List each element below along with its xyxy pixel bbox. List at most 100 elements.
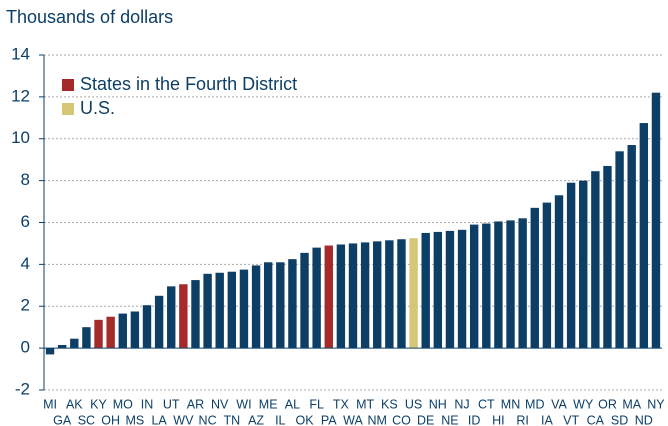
x-tick-label: OR (598, 397, 617, 411)
bar (457, 229, 467, 349)
bar (276, 262, 285, 349)
bar (263, 262, 273, 349)
bar (482, 223, 491, 349)
x-tick-label: OK (295, 413, 314, 426)
bar (506, 220, 515, 349)
bar (360, 242, 370, 349)
x-tick-label: MS (126, 413, 145, 426)
x-tick-label: IN (141, 397, 154, 411)
bar (542, 202, 552, 349)
x-tick-label: OH (101, 413, 120, 426)
x-tick-label: KY (90, 397, 107, 411)
x-tick-label: TX (333, 397, 350, 411)
bar (191, 280, 200, 349)
x-tick-label: IL (275, 413, 285, 426)
x-tick-label: SD (611, 413, 628, 426)
bar (70, 338, 79, 349)
bar (118, 313, 127, 349)
x-tick-label: MN (501, 397, 520, 411)
bar (469, 224, 479, 349)
bar (130, 311, 140, 349)
legend-label: States in the Fourth District (80, 74, 297, 94)
x-tick-label: WA (343, 413, 363, 426)
x-tick-label: WI (236, 397, 251, 411)
y-tick-label: 6 (21, 212, 30, 231)
x-tick-label: NV (211, 397, 229, 411)
x-tick-label: NM (368, 413, 387, 426)
y-tick-label: -2 (15, 379, 30, 398)
x-tick-label: US (405, 397, 422, 411)
x-tick-label: PA (321, 413, 337, 426)
x-tick-label: HI (492, 413, 505, 426)
bar (239, 269, 249, 349)
bar (288, 259, 297, 349)
bar (554, 195, 564, 349)
bar (179, 284, 188, 349)
bar (409, 238, 418, 349)
legend-swatch (62, 79, 74, 91)
x-tick-label: IA (541, 413, 553, 426)
y-tick-label: 14 (11, 44, 30, 63)
x-tick-label: AZ (248, 413, 264, 426)
x-tick-label: MO (113, 397, 133, 411)
bar (445, 230, 455, 349)
y-tick-label: 2 (21, 296, 30, 315)
bar (639, 123, 649, 349)
bar (324, 245, 333, 349)
bar (385, 240, 394, 349)
bar (167, 286, 176, 349)
y-tick-label: 4 (21, 254, 30, 273)
x-tick-label: AL (285, 397, 300, 411)
x-tick-label: MI (43, 397, 57, 411)
bar (591, 171, 600, 349)
bar (94, 319, 103, 349)
x-tick-label: NH (429, 397, 447, 411)
x-tick-label: KS (381, 397, 398, 411)
x-tick-label: TN (223, 413, 240, 426)
x-tick-label: ME (259, 397, 278, 411)
x-tick-label: NE (441, 413, 458, 426)
bar (494, 221, 503, 349)
x-tick-label: NC (199, 413, 217, 426)
bar (45, 348, 55, 355)
x-tick-label: LA (151, 413, 167, 426)
x-tick-label: FL (309, 397, 324, 411)
x-tick-label: WV (173, 413, 194, 426)
bar (142, 305, 152, 349)
x-tick-label: CO (392, 413, 411, 426)
bar (615, 151, 624, 349)
bar (336, 244, 346, 349)
bar (312, 247, 321, 349)
bar (433, 231, 443, 349)
x-tick-label: AK (66, 397, 83, 411)
x-tick-label: UT (163, 397, 180, 411)
bar (603, 165, 612, 349)
x-tick-label: AR (187, 397, 204, 411)
y-tick-label: 12 (11, 86, 30, 105)
x-tick-label: CA (587, 413, 605, 426)
x-tick-label: VA (551, 397, 567, 411)
x-tick-label: RI (516, 413, 529, 426)
x-tick-label: SC (78, 413, 95, 426)
bar (579, 180, 588, 349)
legend-label: U.S. (80, 98, 115, 118)
y-tick-label: 10 (11, 128, 30, 147)
bar (57, 344, 67, 349)
bar (566, 182, 576, 349)
bar (251, 265, 261, 349)
x-tick-label: ID (468, 413, 481, 426)
x-tick-label: MA (622, 397, 641, 411)
bar (203, 273, 212, 349)
y-axis-label: Thousands of dollars (6, 7, 173, 27)
x-tick-label: ND (635, 413, 653, 426)
x-tick-label: MT (356, 397, 374, 411)
x-tick-label: MD (525, 397, 544, 411)
bar (373, 241, 382, 349)
bar (227, 271, 237, 349)
x-tick-label: NY (647, 397, 665, 411)
x-tick-label: VT (563, 413, 579, 426)
bar (348, 243, 358, 349)
legend-swatch (62, 103, 74, 115)
